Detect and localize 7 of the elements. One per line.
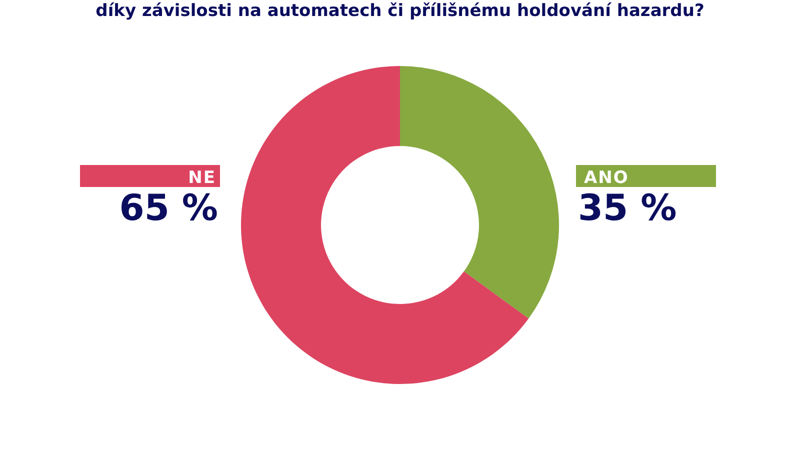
chart-title: díky závislosti na automatech či přílišnému holdování hazardu? bbox=[96, 1, 704, 21]
donut-slice bbox=[241, 66, 529, 384]
donut-slice bbox=[400, 66, 559, 318]
data-label: 65 % bbox=[119, 188, 218, 229]
slice-label: NE bbox=[188, 168, 216, 188]
data-label: 35 % bbox=[578, 188, 677, 229]
slice-label: ANO bbox=[584, 168, 629, 188]
